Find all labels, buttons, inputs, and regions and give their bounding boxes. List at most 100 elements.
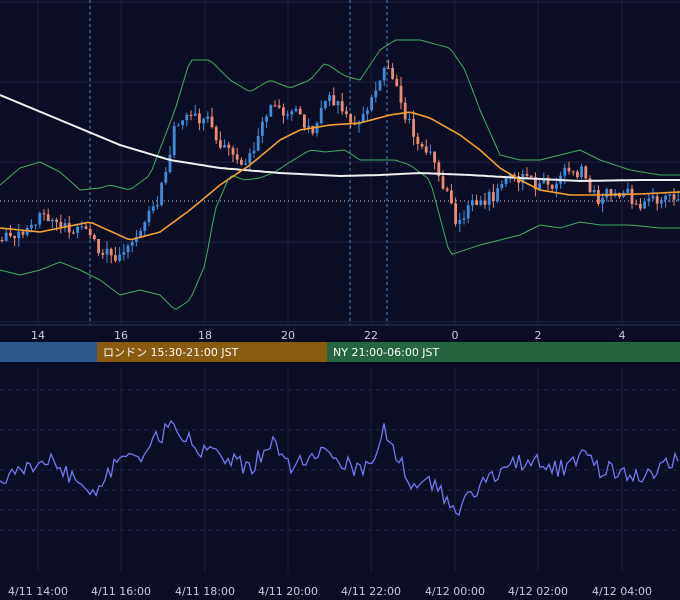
candle-up bbox=[38, 213, 42, 225]
candle-up bbox=[382, 67, 386, 81]
candle-up bbox=[315, 123, 319, 134]
candle-down bbox=[450, 190, 453, 204]
candle-down bbox=[214, 127, 218, 141]
candle-down bbox=[571, 171, 575, 173]
candle-down bbox=[492, 192, 495, 201]
candle-up bbox=[256, 136, 260, 151]
candle-up bbox=[147, 210, 151, 222]
candle-down bbox=[609, 189, 613, 196]
candle-up bbox=[172, 126, 176, 155]
candle-down bbox=[597, 190, 600, 204]
candle-down bbox=[441, 176, 445, 189]
candle-down bbox=[529, 175, 533, 178]
candle-down bbox=[416, 136, 420, 144]
candle-down bbox=[273, 105, 277, 107]
candle-down bbox=[525, 174, 529, 176]
candle-up bbox=[118, 254, 121, 261]
candle-up bbox=[319, 107, 323, 124]
candle-up bbox=[592, 190, 596, 193]
oscillator-x-tick-label: 4/11 14:00 bbox=[8, 585, 68, 598]
candle-down bbox=[420, 144, 424, 147]
candle-up bbox=[290, 111, 294, 115]
candle-up bbox=[496, 188, 499, 201]
session-band bbox=[327, 342, 680, 362]
session-label: ロンドン 15:30-21:00 JST bbox=[103, 346, 239, 359]
candle-up bbox=[122, 252, 126, 255]
candle-down bbox=[219, 140, 222, 148]
candle-up bbox=[294, 108, 298, 112]
candle-down bbox=[550, 184, 554, 189]
candle-up bbox=[17, 231, 21, 239]
candle-up bbox=[143, 222, 147, 231]
candle-down bbox=[655, 196, 659, 204]
candle-down bbox=[67, 223, 71, 233]
candle-up bbox=[462, 218, 466, 220]
candle-up bbox=[4, 232, 8, 242]
candle-up bbox=[286, 114, 289, 116]
candle-up bbox=[151, 206, 155, 211]
candle-down bbox=[227, 144, 231, 148]
candle-up bbox=[328, 95, 331, 102]
main-x-tick-label: 16 bbox=[114, 329, 128, 342]
candle-down bbox=[567, 167, 571, 172]
candle-down bbox=[84, 226, 88, 229]
candle-down bbox=[97, 239, 100, 253]
session-band bbox=[97, 342, 327, 362]
candle-up bbox=[563, 167, 567, 176]
candle-up bbox=[185, 114, 189, 121]
candle-up bbox=[248, 153, 252, 164]
moving-average-short-line bbox=[0, 111, 680, 241]
candle-up bbox=[177, 125, 180, 127]
session-label: NY 21:00-06:00 JST bbox=[333, 346, 440, 359]
oscillator-x-tick-label: 4/12 00:00 bbox=[425, 585, 485, 598]
candle-up bbox=[487, 192, 491, 205]
candle-up bbox=[139, 230, 142, 237]
candle-down bbox=[231, 148, 235, 155]
candle-up bbox=[193, 113, 197, 116]
candle-down bbox=[437, 162, 441, 177]
candle-down bbox=[59, 221, 63, 228]
candle-down bbox=[546, 177, 550, 185]
bollinger-upper-band bbox=[0, 39, 680, 191]
candle-up bbox=[164, 172, 168, 183]
candle-down bbox=[101, 253, 105, 255]
candle-down bbox=[109, 249, 113, 256]
candle-down bbox=[210, 116, 214, 128]
candle-down bbox=[513, 174, 516, 177]
main-x-tick-label: 2 bbox=[535, 329, 542, 342]
candle-up bbox=[63, 223, 67, 228]
main-x-tick-label: 0 bbox=[452, 329, 459, 342]
candle-down bbox=[588, 178, 592, 193]
candle-up bbox=[378, 80, 382, 91]
candle-down bbox=[395, 78, 399, 86]
candle-up bbox=[471, 200, 474, 206]
candle-up bbox=[76, 226, 79, 233]
candle-down bbox=[21, 231, 25, 235]
candle-up bbox=[324, 101, 327, 108]
candle-down bbox=[72, 232, 75, 234]
candle-down bbox=[240, 159, 243, 165]
candle-up bbox=[261, 121, 264, 136]
candle-up bbox=[538, 183, 541, 190]
candle-down bbox=[303, 114, 306, 128]
candle-down bbox=[399, 85, 403, 103]
candle-down bbox=[639, 204, 642, 209]
candle-up bbox=[265, 116, 268, 122]
candle-down bbox=[298, 108, 302, 115]
candle-up bbox=[555, 183, 558, 189]
candle-down bbox=[114, 255, 117, 261]
candle-up bbox=[374, 90, 378, 98]
candle-down bbox=[576, 171, 579, 177]
candle-down bbox=[277, 105, 281, 108]
candle-down bbox=[235, 154, 239, 160]
candle-up bbox=[580, 166, 583, 177]
candle-up bbox=[664, 195, 667, 200]
candle-up bbox=[181, 120, 184, 126]
candle-down bbox=[9, 232, 12, 236]
candle-up bbox=[34, 224, 37, 226]
candle-down bbox=[403, 102, 407, 120]
oscillator-x-tick-label: 4/11 18:00 bbox=[175, 585, 235, 598]
candle-up bbox=[370, 97, 373, 111]
